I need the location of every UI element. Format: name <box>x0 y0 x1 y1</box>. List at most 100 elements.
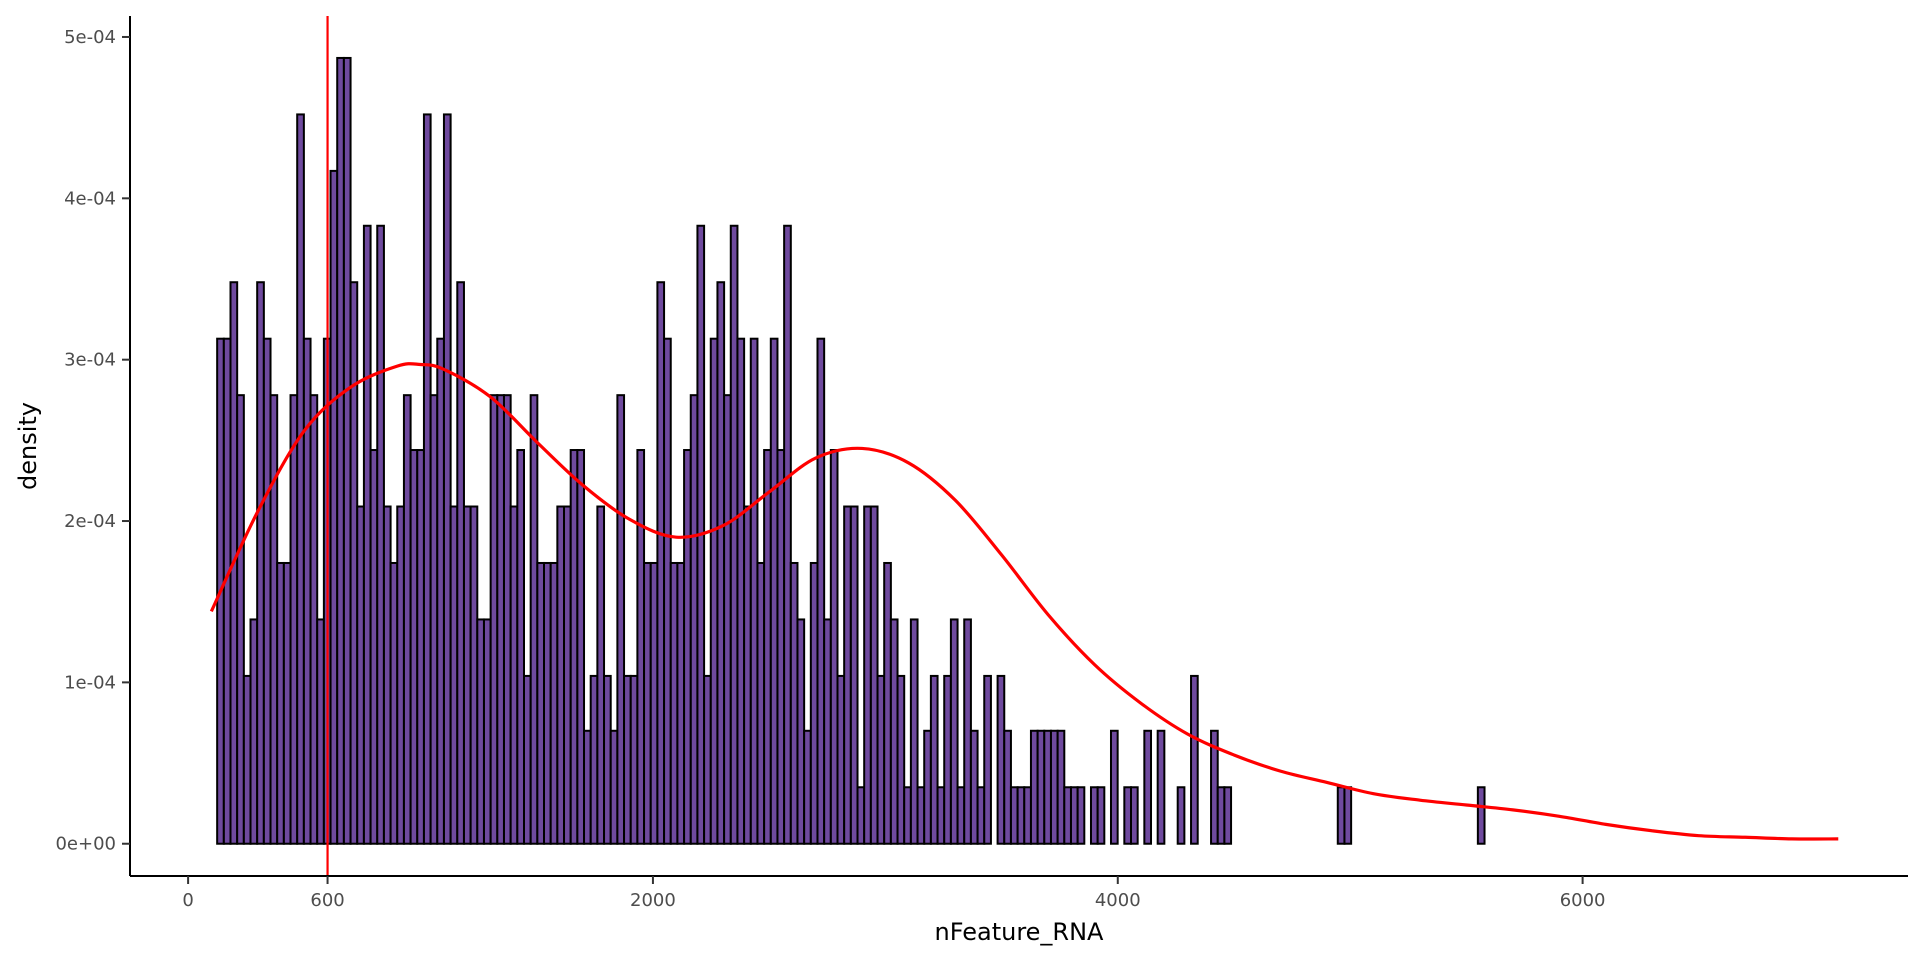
histogram-bar <box>583 729 592 845</box>
y-tick-label: 3e-04 <box>64 350 116 371</box>
histogram-bar <box>1156 729 1166 845</box>
histogram-bar <box>256 281 265 845</box>
histogram-bar <box>756 561 766 845</box>
histogram-bar <box>276 561 285 845</box>
histogram-bar <box>843 505 852 845</box>
histogram-bar <box>1089 786 1099 845</box>
histogram-bar <box>1043 729 1052 845</box>
histogram-bar <box>729 224 739 845</box>
histogram-bar <box>929 674 939 845</box>
histogram-bar <box>643 561 652 845</box>
histogram-bar <box>616 394 626 845</box>
histogram-bar <box>436 337 445 845</box>
histogram-bar <box>763 449 772 845</box>
x-tick-label: 2000 <box>630 890 676 911</box>
histogram-bar <box>856 786 866 845</box>
histogram-bar <box>369 449 379 845</box>
histogram-bar <box>716 281 726 845</box>
histogram-bar <box>903 786 912 845</box>
density-curve <box>209 362 1839 841</box>
histogram-bar <box>469 505 479 845</box>
histogram-bar <box>576 449 586 845</box>
histogram-bar <box>936 786 946 845</box>
histogram-bar <box>949 618 959 845</box>
histogram-bar <box>1096 786 1106 845</box>
histogram-bar <box>623 674 632 845</box>
histogram-bar <box>456 281 465 845</box>
histogram-bar <box>1076 786 1086 845</box>
histogram-bar <box>883 561 892 845</box>
histogram-bar <box>236 394 245 845</box>
histogram-bar <box>516 449 526 845</box>
histogram-bar <box>816 337 826 845</box>
histogram-bar <box>449 505 459 845</box>
histogram-bar <box>743 505 752 845</box>
y-tick-label: 2e-04 <box>64 511 116 532</box>
histogram-bar <box>509 505 519 845</box>
histogram-bar <box>396 505 405 845</box>
histogram-bar <box>536 561 546 845</box>
histogram-bar <box>1476 786 1486 845</box>
histogram-bar <box>356 505 365 845</box>
histogram-bar <box>1016 786 1026 845</box>
histogram-bar <box>849 505 859 845</box>
histogram-bar <box>863 505 872 845</box>
y-axis-title: density <box>14 402 42 490</box>
histogram-bar <box>749 337 759 845</box>
histogram-bar <box>976 786 986 845</box>
histogram-bar <box>296 113 305 845</box>
histogram-bar <box>1336 786 1346 845</box>
histogram-bar <box>482 618 492 845</box>
histogram-bar <box>316 618 325 845</box>
histogram-bar <box>769 337 779 845</box>
histogram-bar <box>943 674 952 845</box>
histogram-bar <box>996 674 1006 845</box>
histogram-bar <box>556 505 566 845</box>
histogram-bar <box>302 337 312 845</box>
histogram-bar <box>649 561 659 845</box>
histogram-bar <box>909 618 919 845</box>
histogram-bar <box>956 786 966 845</box>
y-tick-label: 4e-04 <box>64 188 116 209</box>
histogram-bar <box>609 729 619 845</box>
histogram-bar <box>262 337 272 845</box>
histogram-bar <box>783 224 792 845</box>
histogram-bar <box>676 561 686 845</box>
histogram-bar <box>629 674 639 845</box>
histogram-bar <box>703 674 712 845</box>
histogram-bar <box>549 561 559 845</box>
histogram-bar <box>916 786 926 845</box>
histogram-bar <box>249 618 259 845</box>
histogram-bar <box>983 674 992 845</box>
histogram-bar <box>402 394 412 845</box>
histogram-bar <box>803 729 812 845</box>
histogram-bar <box>1176 786 1186 845</box>
histogram-bar <box>382 505 392 845</box>
histogram-bar <box>1023 786 1032 845</box>
histogram-bar <box>336 56 345 845</box>
histogram-bar <box>796 618 806 845</box>
histogram-bar <box>823 618 832 845</box>
histogram-bar <box>242 674 252 845</box>
histogram-bar <box>1049 729 1059 845</box>
histogram-bar <box>1143 729 1153 845</box>
histogram-bar <box>389 561 399 845</box>
y-tick-label: 1e-04 <box>64 672 116 693</box>
histogram-bar <box>923 729 932 845</box>
histogram-bar <box>222 337 232 845</box>
histogram-bar <box>1130 786 1139 845</box>
histogram-bar <box>683 449 692 845</box>
histogram-bar <box>789 561 799 845</box>
histogram-bar <box>656 281 666 845</box>
histogram-bar <box>969 729 979 845</box>
histogram-bar <box>1063 786 1072 845</box>
x-tick-label: 600 <box>310 890 344 911</box>
histogram-bar <box>342 56 352 845</box>
histogram-bar <box>1190 674 1199 845</box>
histogram-bar <box>1223 786 1233 845</box>
histogram-bar <box>282 561 292 845</box>
histogram-bar <box>896 674 906 845</box>
histogram-bar <box>1069 786 1079 845</box>
